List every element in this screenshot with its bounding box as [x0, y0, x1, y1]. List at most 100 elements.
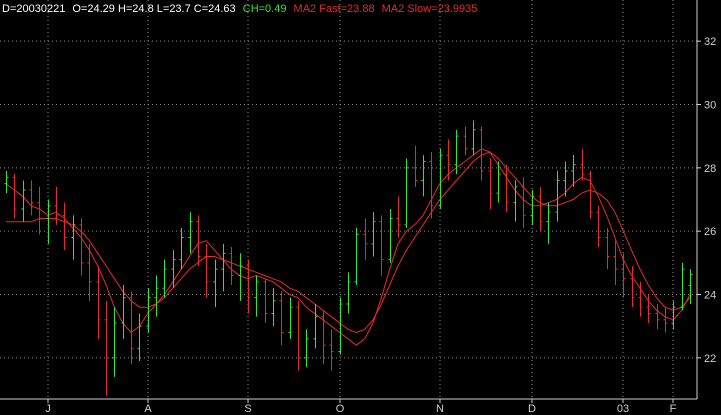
ohlc-bar: [454, 129, 459, 175]
ohlc-bar: [488, 158, 493, 209]
ohlc-bar: [196, 215, 201, 266]
ohlc-bar: [496, 161, 501, 203]
ohlc-bar: [46, 199, 51, 244]
ohlc-bar: [204, 243, 209, 298]
ohlc-bar: [638, 281, 643, 317]
header-ohlc: O=24.29 H=24.8 L=23.7 C=24.63: [72, 3, 235, 15]
ohlc-bar: [313, 304, 318, 349]
ohlc-bar: [112, 307, 117, 377]
ohlc-bar: [463, 126, 468, 156]
ohlc-bar: [546, 202, 551, 244]
ohlc-bar: [238, 253, 243, 301]
ohlc-bar: [354, 228, 359, 285]
ohlc-bar: [413, 145, 418, 187]
x-axis: J A S O N D 03 F: [0, 398, 697, 415]
ohlc-bar: [605, 228, 610, 270]
ohlc-bar: [21, 180, 26, 222]
ohlc-bar: [54, 186, 59, 225]
ohlc-bar: [613, 240, 618, 285]
ohlc-bar: [29, 180, 34, 216]
ohlc-bar: [71, 215, 76, 260]
ohlc-bar: [363, 218, 368, 260]
x-tick-label: D: [528, 403, 536, 415]
ohlc-bar: [646, 294, 651, 323]
ohlc-bar: [388, 209, 393, 263]
ohlc-bar: [321, 310, 326, 365]
ohlc-bars: [4, 120, 693, 396]
ohlc-bar: [154, 275, 159, 317]
ohlc-bar: [304, 329, 309, 368]
y-tick-label: 32: [704, 36, 716, 48]
header-date: D=20030221: [2, 3, 65, 15]
ohlc-bar: [396, 196, 401, 238]
x-tick-label: S: [244, 403, 251, 415]
ohlc-bar: [530, 190, 535, 225]
ohlc-bar: [563, 161, 568, 197]
ohlc-bar: [137, 313, 142, 361]
ohlc-bar: [663, 307, 668, 333]
x-tick-label: A: [144, 403, 152, 415]
ohlc-bar: [538, 186, 543, 232]
ohlc-bar: [688, 269, 693, 304]
ohlc-bar: [129, 291, 134, 365]
y-tick-label: 26: [704, 226, 716, 238]
ohlc-bar: [96, 266, 101, 339]
ohlc-bar: [580, 148, 585, 181]
ohlc-bar: [12, 174, 17, 219]
ohlc-bar: [479, 126, 484, 181]
ohlc-bar: [630, 266, 635, 308]
x-tick-label: J: [45, 403, 51, 415]
ohlc-bar: [571, 155, 576, 187]
ohlc-bar: [229, 247, 234, 285]
ohlc-bar: [346, 272, 351, 314]
ohlc-bar: [279, 291, 284, 346]
ohlc-bar: [621, 253, 626, 298]
ohlc-bar: [171, 250, 176, 289]
ohlc-bar: [296, 300, 301, 371]
y-tick-label: 22: [704, 353, 716, 365]
ohlc-bar: [471, 120, 476, 156]
ohlc-bar: [429, 152, 434, 219]
ohlc-bar: [371, 212, 376, 257]
ohlc-bar: [213, 259, 218, 308]
ohlc-bar: [62, 202, 67, 251]
ohlc-bar: [680, 262, 685, 311]
moving-average-lines: [5, 148, 691, 346]
y-tick-label: 28: [704, 163, 716, 175]
x-tick-label: F: [670, 403, 677, 415]
ohlc-bar: [596, 205, 601, 247]
ohlc-bar: [162, 259, 167, 298]
ohlc-bar: [421, 155, 426, 197]
ohlc-bar: [338, 297, 343, 355]
ohlc-bar: [188, 212, 193, 254]
header-ma-fast: MA2 Fast=23.88: [294, 3, 375, 15]
x-tick-label: 03: [617, 403, 629, 415]
ohlc-bar: [254, 275, 259, 317]
y-axis: 22 24 26 28 30 32: [696, 0, 716, 399]
ohlc-bar: [446, 139, 451, 181]
ohlc-bar: [513, 180, 518, 222]
ohlc-bar: [504, 164, 509, 213]
ohlc-bar: [104, 300, 109, 396]
ohlc-bar: [555, 171, 560, 222]
chart-header: D=20030221 O=24.29 H=24.8 L=23.7 C=24.63…: [2, 3, 477, 15]
ohlc-bar: [37, 186, 42, 235]
ohlc-bar: [521, 177, 526, 228]
ohlc-bar: [588, 171, 593, 219]
ohlc-bar: [87, 243, 92, 301]
y-tick-label: 24: [704, 290, 716, 302]
ohlc-bar: [79, 218, 84, 276]
ohlc-bar: [263, 278, 268, 323]
ohlc-bar: [121, 285, 126, 339]
header-ma-slow: MA2 Slow=23.9935: [382, 3, 478, 15]
ohlc-bar: [246, 259, 251, 314]
x-tick-label: O: [336, 403, 345, 415]
ohlc-bar: [379, 215, 384, 276]
ma-line-ma2-fast: [5, 148, 691, 346]
ohlc-bar: [271, 288, 276, 327]
y-tick-label: 30: [704, 100, 716, 112]
ohlc-bar: [179, 228, 184, 270]
ohlc-bar: [288, 297, 293, 339]
